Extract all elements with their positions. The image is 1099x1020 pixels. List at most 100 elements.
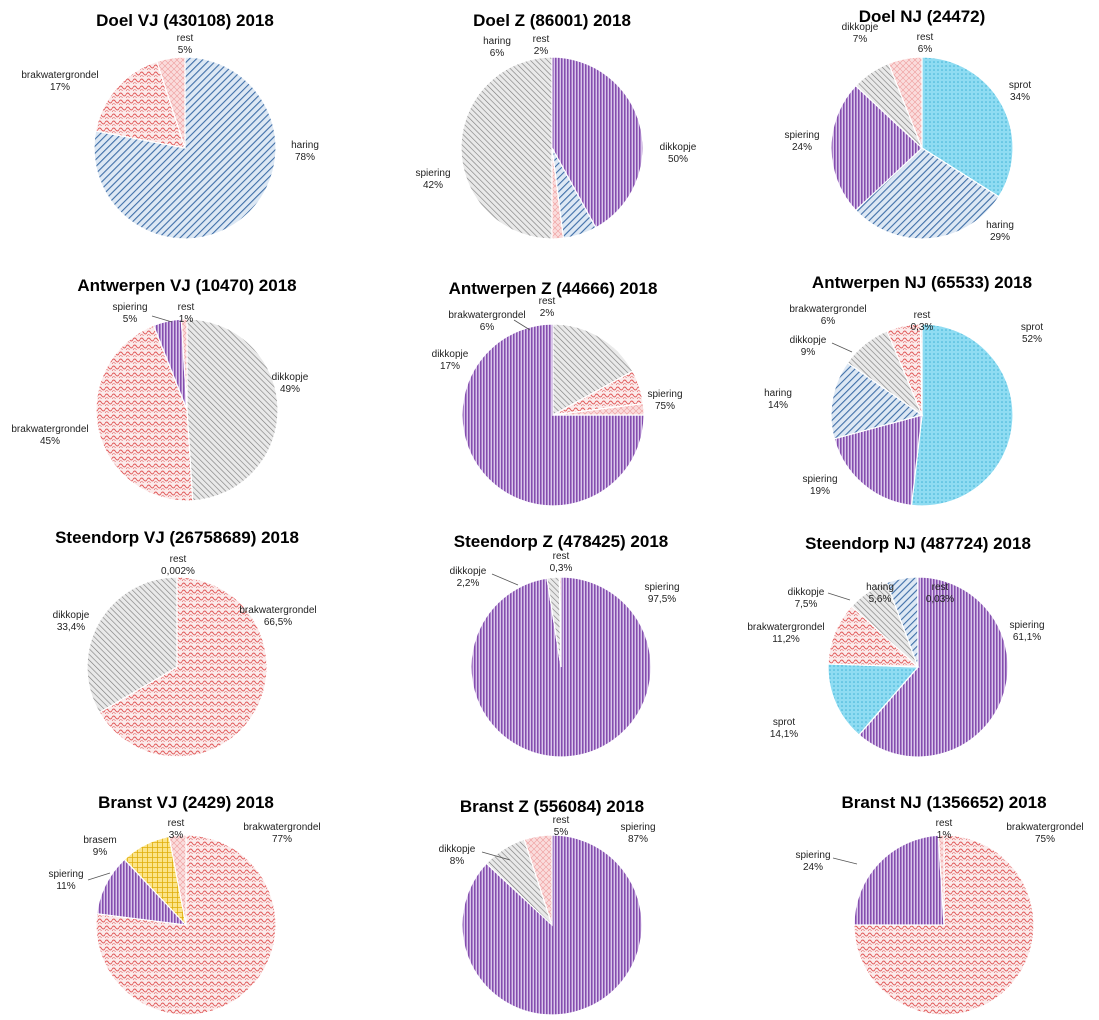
slice-label-dikkopje: dikkopje 7% [842, 22, 879, 45]
chart-title: Antwerpen VJ (10470) 2018 [77, 276, 296, 295]
slice-label-spiering: spiering 61,1% [1009, 620, 1044, 643]
slice-label-brasem: brasem 9% [83, 835, 116, 858]
pie-slice-rest [887, 56, 923, 149]
pie-slice-rest [168, 834, 187, 926]
leader-line [832, 857, 858, 865]
chart-title: Steendorp VJ (26758689) 2018 [55, 528, 299, 547]
pie-slice-rest [552, 402, 645, 416]
pie-slice-spiering [858, 576, 1009, 758]
pie-slice-dikkopje [460, 56, 553, 240]
chart-title: Steendorp Z (478425) 2018 [454, 532, 668, 551]
slice-label-brakwatergrondel: brakwatergrondel 6% [448, 310, 525, 333]
slice-label-rest: rest 1% [936, 818, 953, 841]
pie-chart-7: Steendorp VJ (26758689) 2018 brakwatergro… [53, 528, 317, 758]
chart-title: Branst NJ (1356652) 2018 [841, 793, 1046, 812]
slice-label-brakwatergrondel: brakwatergrondel 45% [11, 424, 88, 447]
pie-slice-spiering [551, 56, 644, 229]
slice-label-rest: rest 1% [178, 302, 195, 325]
pie-chart-11: Branst Z (556084) 2018 spiering 87% dikkopj… [439, 797, 656, 1016]
slice-label-rest: rest 3% [168, 818, 185, 841]
slice-label-brakwatergrondel: brakwatergrondel 17% [21, 70, 98, 93]
slice-label-spiering: spiering 42% [415, 168, 450, 191]
pie-chart-10: Branst VJ (2429) 2018 brakwatergrondel 77%… [48, 793, 321, 1016]
slice-label-haring: haring 78% [291, 140, 319, 163]
pie-slice-rest [558, 576, 562, 668]
slice-label-haring: haring 5,6% [866, 582, 894, 605]
pie-slice-rest [156, 56, 186, 149]
slice-label-brakwatergrondel: brakwatergrondel 75% [1006, 822, 1083, 845]
pie-chart-3: Doel NJ (24472) sprot 34% haring 29% spiering… [784, 7, 1031, 243]
slice-label-sprot: sprot 52% [1021, 322, 1043, 345]
slice-label-dikkopje: dikkopje 17% [432, 349, 469, 372]
pie-slice-spiering [853, 834, 945, 926]
slice-label-brakwatergrondel: brakwatergrondel 11,2% [747, 622, 824, 645]
slice-label-spiering: spiering 11% [48, 869, 83, 892]
slice-label-spiering: spiering 75% [647, 389, 682, 412]
pie-slice-sprot [827, 663, 920, 736]
slice-label-rest: rest 5% [553, 815, 570, 838]
slice-label-spiering: spiering 19% [802, 474, 837, 497]
slice-label-rest: rest 0,002% [161, 554, 195, 577]
chart-title: Doel NJ (24472) [859, 7, 986, 26]
slice-label-rest: rest 0,3% [550, 551, 573, 574]
pie-chart-9: Steendorp NJ (487724) 2018 spiering 61,1% s… [747, 534, 1045, 758]
chart-title: Doel Z (86001) 2018 [473, 11, 631, 30]
leader-line [481, 851, 511, 861]
pie-slice-dikkopje [86, 576, 178, 714]
slice-label-dikkopje: dikkopje 2,2% [450, 566, 487, 589]
slice-label-dikkopje: dikkopje 50% [660, 142, 697, 165]
pie-slice-spiering [830, 84, 923, 212]
pie-chart-6: Antwerpen NJ (65533) 2018 sprot 52% spierin… [764, 273, 1043, 507]
slice-label-dikkopje: dikkopje 8% [439, 844, 476, 867]
pie-slice-haring [854, 147, 1000, 240]
slice-label-spiering: spiering 24% [795, 850, 830, 873]
chart-title: Antwerpen Z (44666) 2018 [449, 279, 658, 298]
slice-label-spiering: spiering 97,5% [644, 582, 679, 605]
slice-label-haring: haring 29% [986, 220, 1014, 243]
pie-chart-4: Antwerpen VJ (10470) 2018 dikkopje 49% brak… [11, 276, 309, 502]
slice-label-spiering: spiering 5% [112, 302, 147, 325]
slice-label-rest: rest 0,03% [926, 582, 954, 605]
slice-label-rest: rest 0,3% [911, 310, 934, 333]
chart-title: Doel VJ (430108) 2018 [96, 11, 274, 30]
pie-chart-1: Doel VJ (430108) 2018 haring 78% brakwaterg… [21, 11, 319, 240]
slice-label-spiering: spiering 24% [784, 130, 819, 153]
pie-slice-rest [551, 147, 565, 240]
slice-label-brakwatergrondel: brakwatergrondel 66,5% [239, 605, 316, 628]
slice-label-dikkopje: dikkopje 49% [272, 372, 309, 395]
pie-slice-sprot [910, 323, 1014, 507]
chart-title: Antwerpen NJ (65533) 2018 [812, 273, 1032, 292]
slice-label-rest: rest 5% [177, 33, 194, 56]
pie-slice-rest [523, 834, 553, 926]
leader-line [87, 872, 111, 881]
slice-label-brakwatergrondel: brakwatergrondel 77% [243, 822, 320, 845]
slice-label-spiering: spiering 87% [620, 822, 655, 845]
pie-slice-rest [937, 834, 945, 926]
pie-slice-rest [180, 318, 188, 411]
leader-line [513, 319, 531, 331]
pie-slice-rest [919, 323, 923, 416]
pie-chart-5: Antwerpen Z (44666) 2018 spiering 75% dikko… [432, 279, 683, 507]
pie-slice-spiering [833, 414, 923, 507]
slice-label-brakwatergrondel: brakwatergrondel 6% [789, 304, 866, 327]
leader-line [491, 573, 519, 586]
pie-chart-12: Branst NJ (1356652) 2018 brakwatergrondel… [795, 793, 1084, 1016]
slice-label-haring: haring 14% [764, 388, 792, 411]
slice-label-haring: haring 6% [483, 36, 511, 59]
pie-slice-haring [93, 56, 277, 240]
pie-slice-brakwatergrondel [827, 605, 920, 668]
pie-chart-2: Doel Z (86001) 2018 dikkopje 50% spiering 42… [415, 11, 697, 240]
chart-title: Branst Z (556084) 2018 [460, 797, 644, 816]
leader-line [831, 342, 853, 353]
chart-title: Branst VJ (2429) 2018 [98, 793, 274, 812]
pie-slice-brakwatergrondel [94, 60, 186, 149]
slice-label-rest: rest 6% [917, 32, 934, 55]
pie-slice-brakwatergrondel [98, 576, 268, 758]
pie-slice-brakwatergrondel [95, 324, 194, 502]
slice-label-rest: rest 2% [539, 296, 556, 319]
slice-label-dikkopje: dikkopje 7,5% [788, 587, 825, 610]
leader-line [827, 592, 851, 601]
slice-label-rest: rest 2% [533, 34, 550, 57]
pie-chart-8: Steendorp Z (478425) 2018 spiering 97,5% di… [450, 532, 680, 758]
